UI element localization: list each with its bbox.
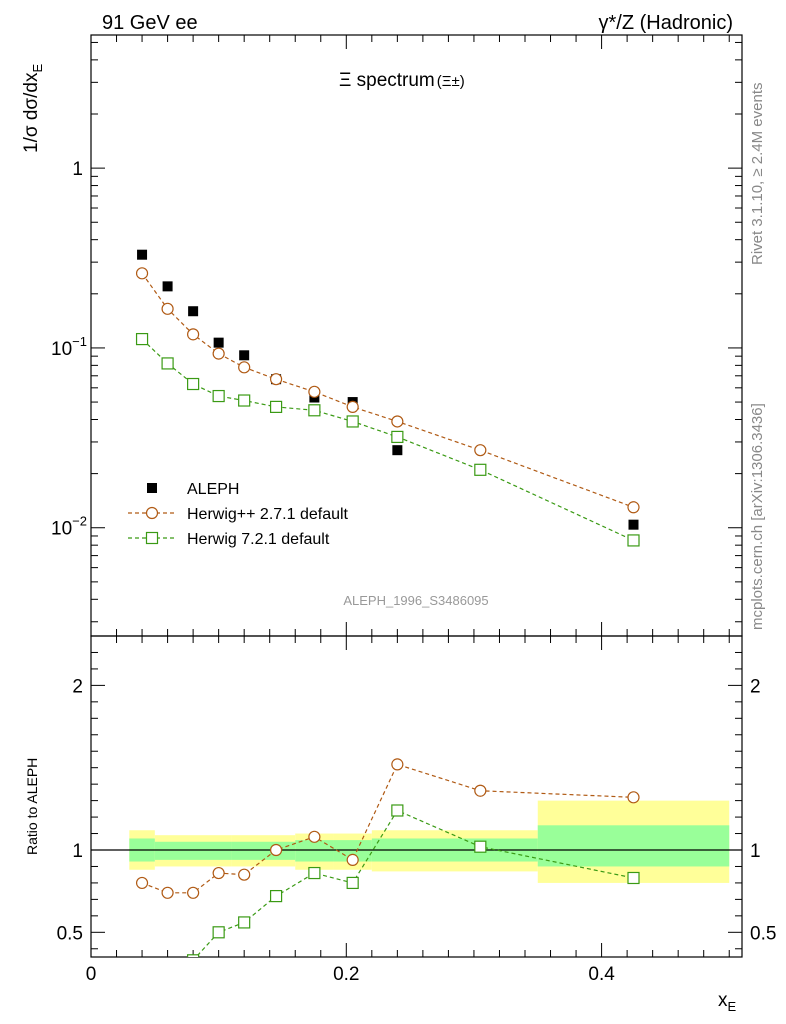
- legend-label: ALEPH: [187, 481, 239, 498]
- y-axis-label-main: 1/σ dσ/dx: [21, 72, 42, 153]
- ratio-data-point: [238, 916, 251, 929]
- x-tick-label: 0.4: [588, 964, 615, 985]
- ratio-data-point: [474, 784, 487, 797]
- data-point: [346, 400, 359, 413]
- main-axis-ticks: 10−2 10−1 1: [51, 35, 742, 636]
- ratio-data-point: [474, 840, 487, 853]
- data-point: [391, 430, 404, 444]
- legend-label: Herwig++ 2.7.1 default: [187, 506, 349, 523]
- data-point: [628, 519, 639, 530]
- legend-marker: [145, 531, 159, 545]
- ratio-data-point: [308, 866, 321, 880]
- ratio-data-point: [346, 876, 359, 890]
- ratio-data-point: [391, 804, 404, 817]
- y-tick-label: 1: [72, 159, 83, 180]
- ratio-bands: [91, 800, 742, 883]
- ratio-data-point: [391, 758, 404, 771]
- ratio-y-tick-label-right: 0.5: [750, 923, 776, 944]
- data-point: [187, 377, 200, 391]
- rivet-label: Rivet 3.1.10, ≥ 2.4M events: [749, 83, 766, 266]
- y-tick-label: 10−2: [51, 514, 87, 540]
- data-point: [308, 385, 321, 398]
- data-point: [238, 361, 251, 374]
- ratio-band-inner: [231, 841, 296, 860]
- ratio-data-point: [162, 968, 173, 979]
- ratio-axis-ticks: 0 0.2 0.4 0.5 0.5 1 1 2 2: [57, 635, 776, 985]
- legend-label: Herwig 7.2.1 default: [187, 531, 330, 548]
- ratio-data-point: [269, 889, 283, 903]
- data-point: [135, 332, 149, 346]
- data-point: [213, 337, 224, 348]
- y-axis-label-sub: E: [30, 64, 45, 73]
- data-point: [474, 444, 487, 457]
- ratio-y-tick-label: 0.5: [57, 923, 83, 944]
- ratio-data-point: [212, 926, 225, 939]
- ratio-band-inner: [295, 840, 334, 862]
- data-point: [238, 394, 251, 407]
- ratio-data-point: [346, 853, 359, 866]
- data-point: [269, 373, 283, 386]
- data-point: [161, 357, 174, 370]
- ratio-y-axis-label: Ratio to ALEPH: [24, 758, 40, 855]
- source-label: mcplots.cern.ch [arXiv:1306.3436]: [749, 403, 766, 630]
- ratio-data-point: [187, 886, 200, 899]
- ratio-band-inner: [154, 841, 232, 860]
- ratio-data-point: [308, 830, 321, 843]
- legend-marker: [145, 506, 159, 520]
- data-point: [162, 281, 173, 292]
- plot-title-main: Ξ spectrum: [339, 70, 435, 91]
- ratio-y-tick-label-right: 1: [750, 841, 761, 862]
- ratio-band-inner: [537, 825, 730, 867]
- ratio-y-tick-label: 2: [72, 676, 83, 697]
- plot-title: Ξ spectrum (Ξ±): [339, 70, 465, 91]
- data-point: [308, 404, 321, 417]
- ratio-series-line: [141, 763, 634, 894]
- main-series: [135, 249, 640, 547]
- ratio-data-point: [238, 868, 251, 881]
- data-point: [391, 415, 404, 428]
- ratio-data-point: [627, 791, 640, 804]
- x-axis-label: xE: [718, 990, 737, 1014]
- plot-title-suffix: (Ξ±): [437, 73, 465, 90]
- x-axis-label-main: x: [718, 990, 728, 1011]
- ratio-band-inner: [333, 840, 372, 862]
- data-point: [627, 534, 640, 547]
- series-line: [141, 272, 634, 508]
- watermark-label: ALEPH_1996_S3486095: [343, 593, 488, 608]
- data-point: [392, 445, 403, 456]
- ratio-data-point: [269, 843, 283, 857]
- ratio-series-line: [195, 809, 634, 957]
- data-point: [269, 400, 283, 413]
- ratio-data-point: [187, 954, 200, 957]
- legend: ALEPH Herwig++ 2.7.1 default Herwig 7.2.1 …: [128, 481, 349, 548]
- ratio-data-point: [135, 876, 149, 890]
- data-point: [187, 328, 200, 341]
- y-axis-label: 1/σ dσ/dxE: [21, 64, 45, 154]
- data-point: [188, 306, 199, 317]
- ratio-plot-frame: [90, 635, 743, 958]
- y-tick-label: 10−1: [51, 334, 87, 360]
- data-point: [627, 501, 640, 514]
- header-right: γ*/Z (Hadronic): [599, 12, 733, 34]
- data-point: [212, 347, 225, 360]
- ratio-data-point: [627, 871, 640, 885]
- data-point: [212, 389, 225, 403]
- data-point: [346, 415, 359, 428]
- ratio-series: [135, 758, 640, 979]
- data-point: [161, 302, 174, 315]
- data-point: [239, 350, 250, 361]
- header-left: 91 GeV ee: [102, 12, 198, 34]
- x-tick-label: 0.2: [333, 964, 359, 985]
- data-point: [137, 249, 148, 260]
- ratio-y-tick-label: 1: [72, 841, 83, 862]
- x-axis-label-sub: E: [728, 999, 737, 1014]
- ratio-data-point: [161, 886, 174, 899]
- ratio-data-point: [212, 866, 225, 880]
- data-point: [135, 267, 149, 280]
- legend-marker: [147, 483, 157, 493]
- ratio-y-tick-label-right: 2: [750, 676, 761, 697]
- x-tick-label: 0: [86, 964, 97, 985]
- data-point: [474, 463, 487, 476]
